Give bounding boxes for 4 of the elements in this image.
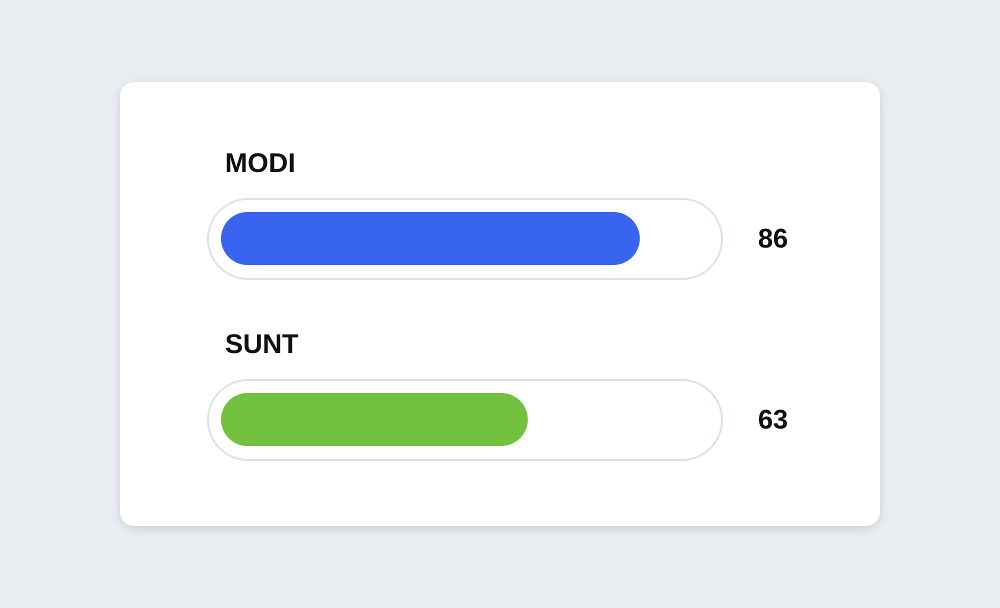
data-label: 86	[758, 224, 788, 254]
y-tick-label: MODI	[225, 148, 296, 178]
data-label: 63	[758, 404, 788, 434]
y-tick-label: SUNT	[225, 329, 300, 359]
